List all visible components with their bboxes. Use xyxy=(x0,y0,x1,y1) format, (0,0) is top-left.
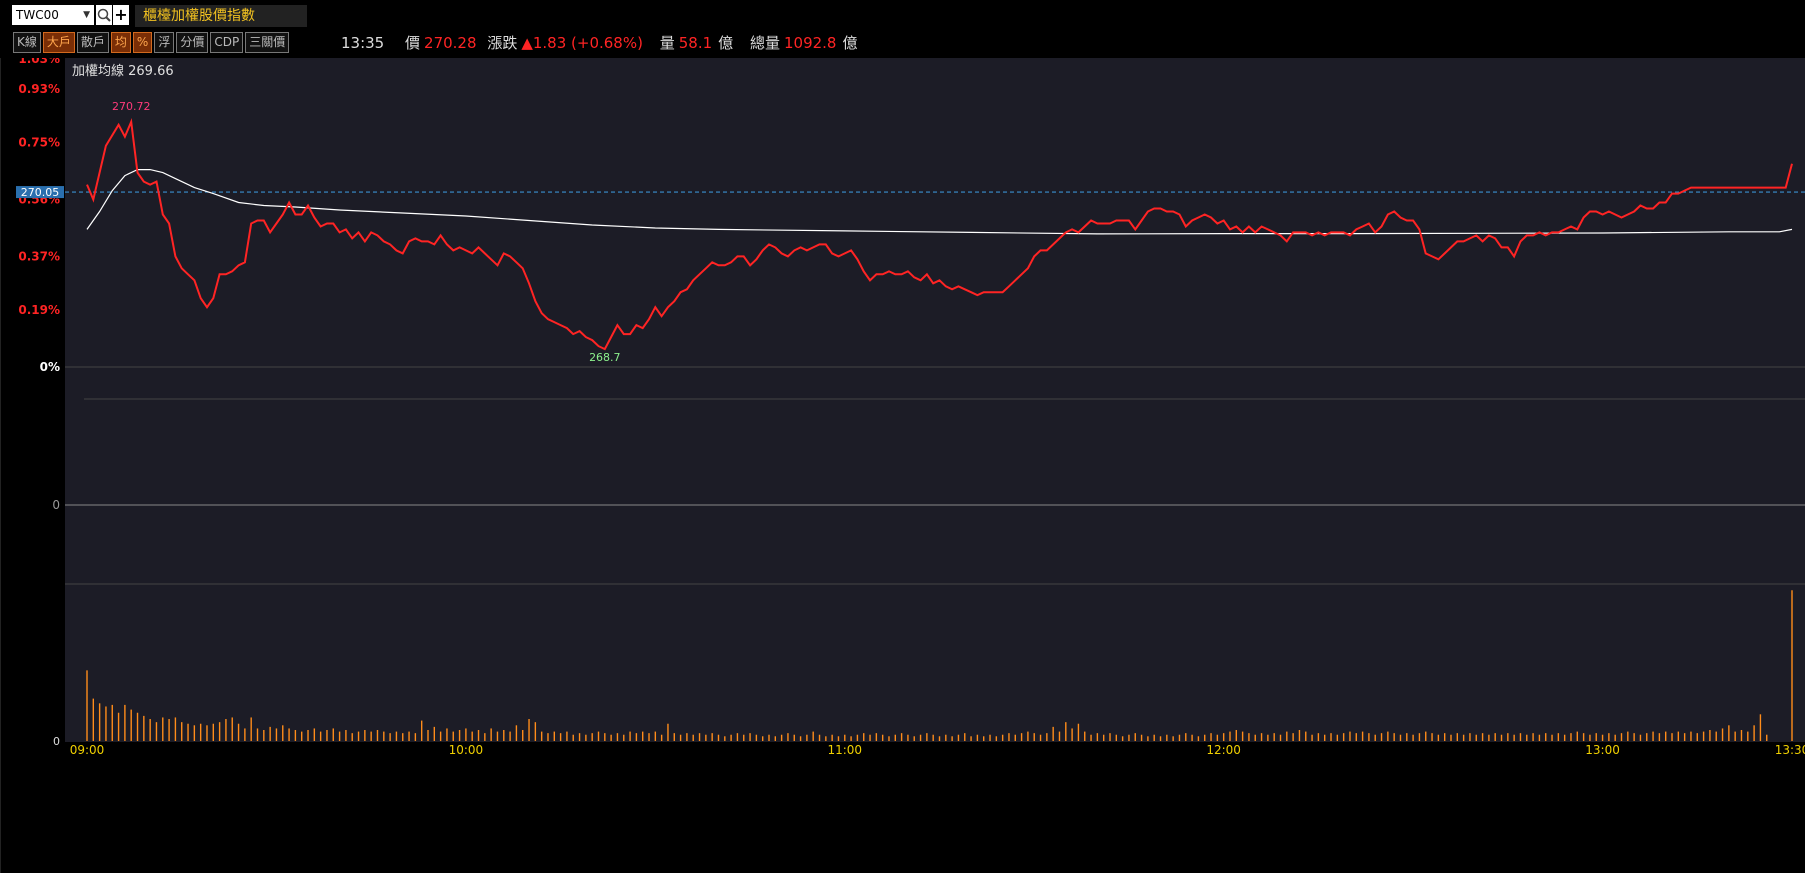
y-tick-label: 0.93% xyxy=(18,82,60,96)
price-label: 價 xyxy=(405,34,421,52)
y-tick-label: 0% xyxy=(40,360,60,374)
toolbar-button-4[interactable]: % xyxy=(132,32,153,53)
toolbar-button-0[interactable]: K線 xyxy=(13,32,41,53)
plot-background xyxy=(65,58,1805,742)
volume-unit: 億 xyxy=(718,34,734,52)
quote-time: 13:35 xyxy=(341,34,385,52)
price-line xyxy=(86,117,1793,351)
quote-bar: 13:35 價 270.28 漲跌 ▲1.83 (+0.68%) 量 58.1 億 總量… xyxy=(341,32,864,54)
y-tick-label: 0.75% xyxy=(18,136,60,150)
toolbar-button-7[interactable]: CDP xyxy=(210,32,244,53)
x-tick-label: 12:00 xyxy=(1206,743,1241,757)
toolbar-button-8[interactable]: 三關價 xyxy=(245,32,290,53)
reference-tag xyxy=(16,186,64,199)
chevron-down-icon[interactable]: ▼ xyxy=(83,10,90,20)
y-tick-label: 1.03% xyxy=(18,58,60,66)
search-button[interactable] xyxy=(96,5,112,25)
change-label: 漲跌 xyxy=(487,34,518,52)
toolbar-button-3[interactable]: 均 xyxy=(110,32,131,53)
toolbar-button-5[interactable]: 浮 xyxy=(154,32,175,53)
toolbar-button-1[interactable]: 大戶 xyxy=(42,32,75,53)
x-tick-label: 13:00 xyxy=(1585,743,1620,757)
change-value: ▲1.83 (+0.68%) xyxy=(521,34,643,52)
mid-panel-zero-label: 0 xyxy=(52,498,60,512)
y-tick-label: 0.37% xyxy=(18,249,60,263)
volume-label: 量 xyxy=(659,34,675,52)
total-label: 總量 xyxy=(749,34,780,52)
total-unit: 億 xyxy=(842,34,858,52)
average-line xyxy=(86,168,1793,235)
plus-icon: + xyxy=(114,5,128,24)
x-tick-label: 09:00 xyxy=(70,743,105,757)
chart-toolbar: K線 大戶 散戶均% 浮分價 CDP 三關價 xyxy=(13,32,290,53)
volume-axis-label: 0 xyxy=(53,735,60,748)
add-button[interactable]: + xyxy=(113,5,129,25)
toolbar-button-2[interactable]: 散戶 xyxy=(76,32,109,53)
search-icon xyxy=(97,8,111,22)
price-value: 270.28 xyxy=(424,34,477,52)
total-value: 1092.8 xyxy=(783,34,837,52)
intraday-chart: 1.03%0.93%0.75%0.56%0.37%0.19%0%00270.05… xyxy=(0,58,1805,873)
symbol-input[interactable]: TWC00 ▼ xyxy=(12,5,94,25)
reference-label: 270.05 xyxy=(21,186,60,199)
toolbar-button-6[interactable]: 分價 xyxy=(176,32,209,53)
x-tick-label: 11:00 xyxy=(827,743,862,757)
symbol-value: TWC00 xyxy=(16,8,59,22)
high-label: 270.72 xyxy=(112,100,151,113)
x-tick-label: 13:30 xyxy=(1775,743,1805,757)
low-label: 268.7 xyxy=(589,351,621,364)
x-tick-label: 10:00 xyxy=(449,743,484,757)
volume-value: 58.1 xyxy=(678,34,713,52)
y-tick-label: 0.19% xyxy=(18,303,60,317)
average-line-label: 加權均線 269.66 xyxy=(72,63,174,79)
index-title: 櫃檯加權股價指數 xyxy=(135,5,307,27)
